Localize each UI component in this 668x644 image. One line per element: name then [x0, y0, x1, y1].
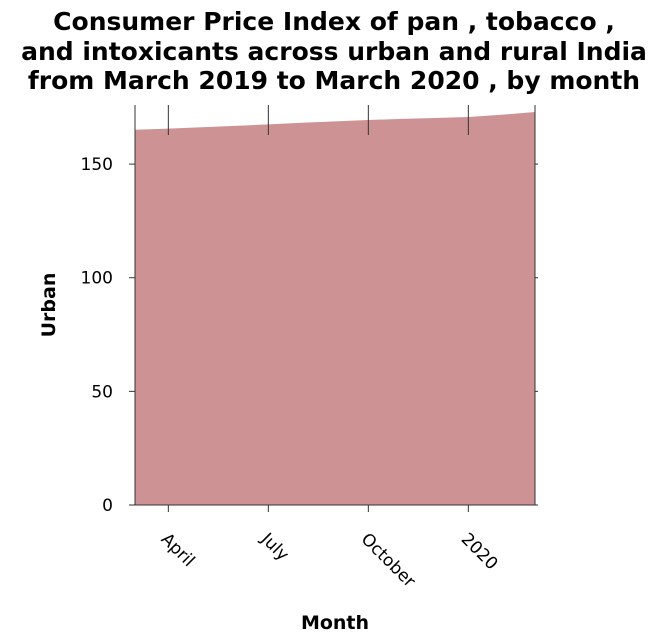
y-tick-label-50: 50	[91, 382, 113, 402]
area-series	[135, 112, 535, 505]
x-tick-label-July: July	[256, 529, 292, 565]
y-tick-label-0: 0	[102, 496, 113, 516]
x-tick-label-2020: 2020	[457, 529, 502, 574]
y-axis-title: Urban	[38, 273, 60, 338]
plot-area: 0 50 100 150 April July October 2020	[81, 105, 538, 592]
x-axis-title: Month	[301, 612, 369, 634]
chart-title-line-2: and intoxicants across urban and rural I…	[21, 37, 647, 66]
chart-title-line-3: from March 2019 to March 2020 , by month	[28, 66, 640, 95]
chart-title: Consumer Price Index of pan , tobacco , …	[21, 7, 647, 95]
x-tick-label-October: October	[357, 529, 419, 591]
y-tick-label-150: 150	[81, 155, 113, 175]
y-tick-label-100: 100	[81, 269, 113, 289]
x-tick-label-April: April	[157, 529, 199, 571]
chart-title-line-1: Consumer Price Index of pan , tobacco ,	[53, 7, 615, 36]
